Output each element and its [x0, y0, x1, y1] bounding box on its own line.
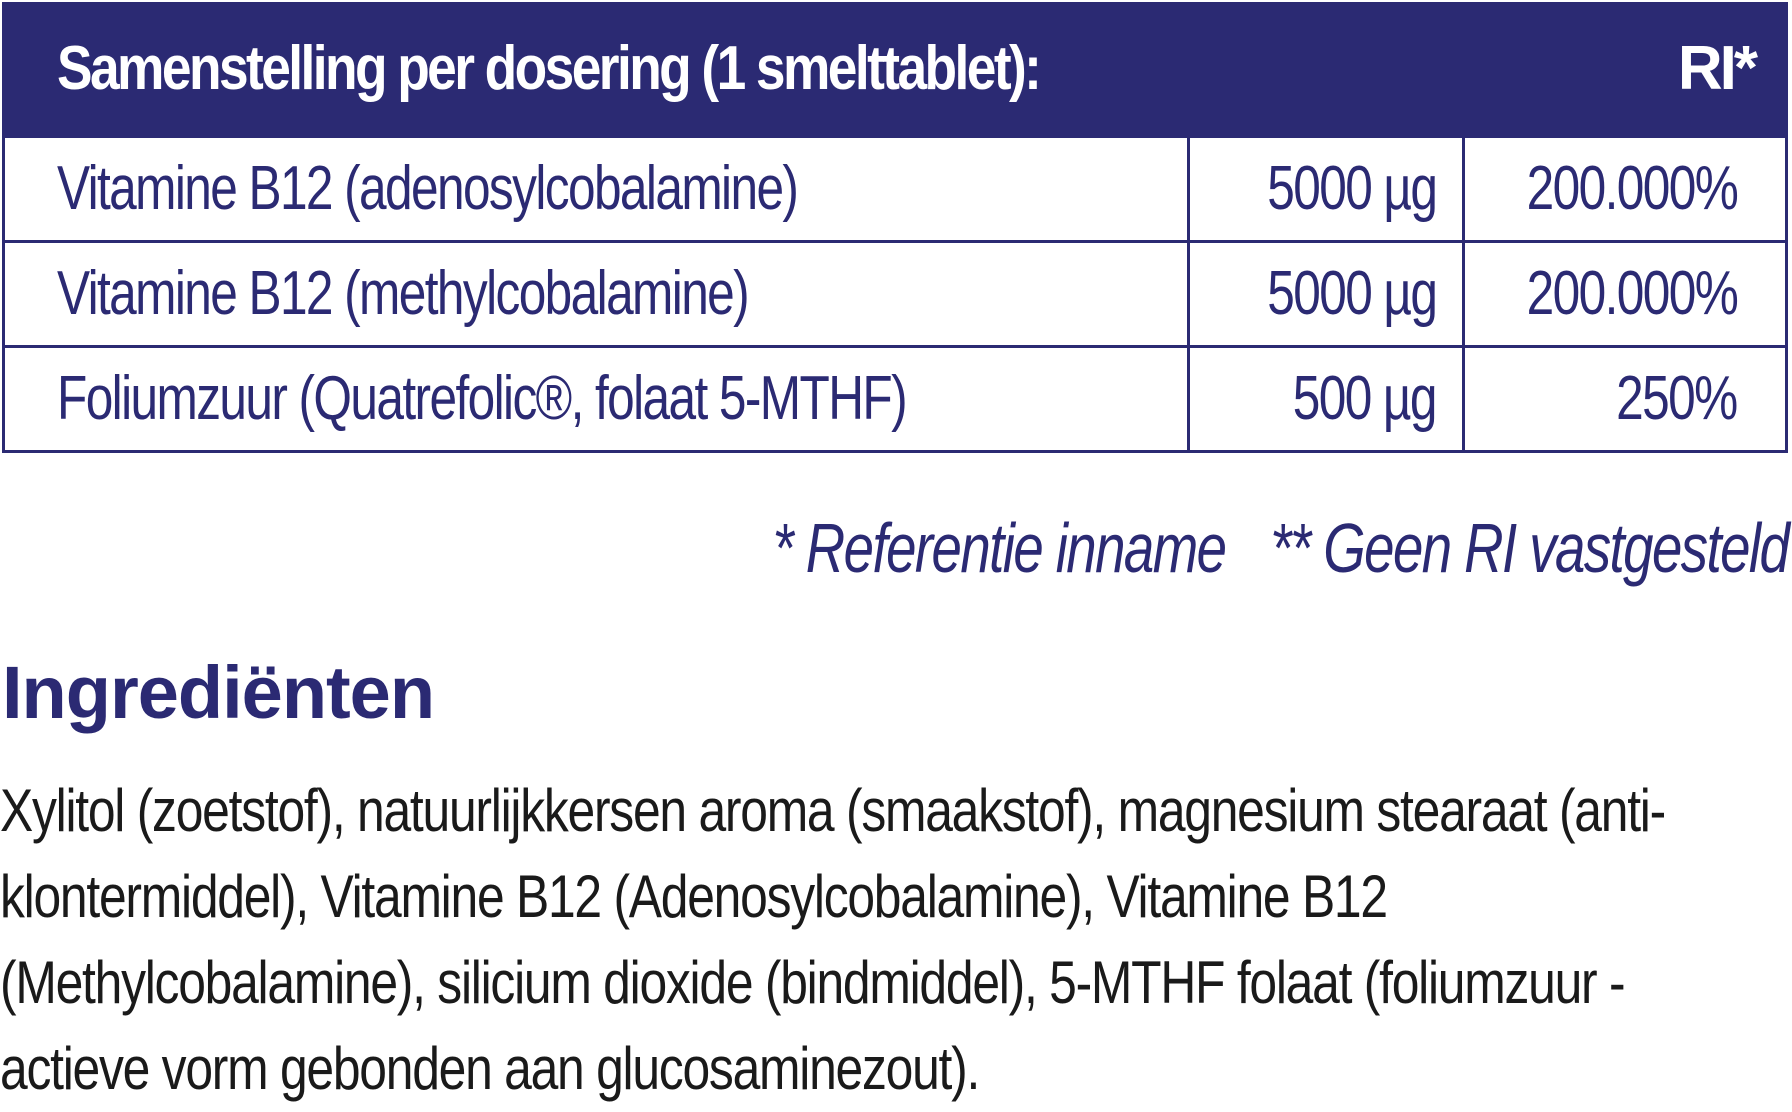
ingredient-amount: 5000 µg [1266, 259, 1438, 328]
ingredient-name: Foliumzuur (Quatrefolic®, folaat 5-MTHF) [57, 364, 908, 433]
footnotes: * Referentie inname ** Geen RI vastgeste… [741, 508, 1790, 588]
ingredient-ri: 200.000% [1526, 154, 1738, 223]
ingredient-name: Vitamine B12 (methylcobalamine) [57, 259, 750, 328]
table-header: Samenstelling per dosering (1 smelttable… [5, 5, 1785, 135]
ingredient-amount: 500 µg [1292, 364, 1438, 433]
ingredient-ri: 200.000% [1526, 259, 1738, 328]
ingredients-title: Ingrediënten [2, 651, 435, 734]
ingredients-text: Xylitol (zoetstof), natuurlijkkersen aro… [0, 777, 1666, 1102]
footnote-no-ri: ** Geen RI vastgesteld [1269, 509, 1790, 587]
table-title: Samenstelling per dosering (1 smelttable… [57, 34, 1042, 103]
table-row: Foliumzuur (Quatrefolic®, folaat 5-MTHF)… [5, 345, 1785, 450]
composition-table: Samenstelling per dosering (1 smelttable… [2, 2, 1788, 453]
ingredient-ri: 250% [1616, 364, 1739, 433]
ri-header: RI* [1677, 34, 1758, 103]
ingredient-amount: 5000 µg [1266, 154, 1438, 223]
table-row: Vitamine B12 (methylcobalamine) 5000 µg … [5, 240, 1785, 345]
table-row: Vitamine B12 (adenosylcobalamine) 5000 µ… [5, 135, 1785, 240]
footnote-ri: * Referentie inname [772, 509, 1226, 587]
ingredient-name: Vitamine B12 (adenosylcobalamine) [57, 154, 799, 223]
